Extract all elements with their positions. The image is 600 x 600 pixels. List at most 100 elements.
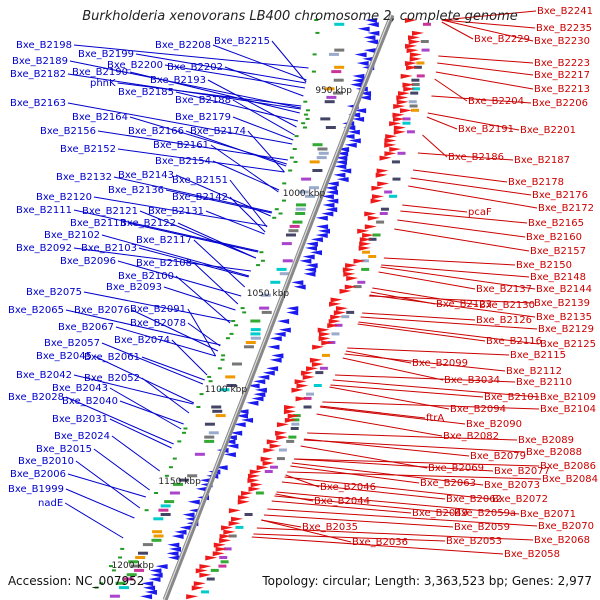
forward-gene-arrow[interactable] <box>405 44 417 49</box>
right-gene-label[interactable]: Bxe_B2229 <box>474 34 530 45</box>
reverse-gene-arrow[interactable] <box>304 272 316 277</box>
right-gene-label[interactable]: Bxe_B2073 <box>484 480 540 491</box>
right-gene-label[interactable]: Bxe_B2144 <box>536 284 592 295</box>
left-gene-label[interactable]: Bxe_B2166 <box>128 126 184 137</box>
forward-gene-arrow[interactable] <box>364 212 376 217</box>
forward-gene-arrow[interactable] <box>238 500 250 505</box>
right-gene-label[interactable]: Bxe_B2176 <box>532 190 588 201</box>
right-gene-label[interactable]: Bxe_B2157 <box>530 246 586 257</box>
reverse-gene-arrow[interactable] <box>274 332 286 337</box>
forward-gene-arrow[interactable] <box>405 61 417 66</box>
forward-gene-arrow[interactable] <box>229 521 241 526</box>
right-gene-label[interactable]: Bxe_B2160 <box>526 232 582 243</box>
reverse-gene-arrow[interactable] <box>326 190 338 195</box>
reverse-gene-arrow[interactable] <box>188 500 200 505</box>
forward-gene-arrow[interactable] <box>213 551 225 556</box>
left-gene-label[interactable]: Bxe_B2040 <box>62 396 118 407</box>
reverse-gene-arrow[interactable] <box>167 551 179 556</box>
forward-gene-arrow[interactable] <box>396 95 408 100</box>
left-gene-label[interactable]: Bxe_B2006 <box>10 469 66 480</box>
right-gene-label[interactable]: Bxe_B2084 <box>542 474 598 485</box>
reverse-gene-arrow[interactable] <box>140 594 152 599</box>
left-gene-label[interactable]: Bxe_B2024 <box>54 431 110 442</box>
forward-gene-arrow[interactable] <box>296 384 308 389</box>
right-gene-label[interactable]: Bxe_B2115 <box>510 350 566 361</box>
forward-gene-arrow[interactable] <box>263 461 275 466</box>
forward-gene-arrow[interactable] <box>392 113 404 118</box>
forward-gene-arrow[interactable] <box>384 151 396 156</box>
right-gene-label[interactable]: Bxe_B2046 <box>320 482 376 493</box>
forward-gene-arrow[interactable] <box>385 134 397 139</box>
forward-gene-arrow[interactable] <box>359 242 371 247</box>
reverse-gene-arrow[interactable] <box>316 216 328 221</box>
forward-gene-arrow[interactable] <box>389 121 401 126</box>
left-gene-label[interactable]: Bxe_B2193 <box>150 75 206 86</box>
left-gene-label[interactable]: Bxe_B2143 <box>118 170 174 181</box>
reverse-gene-arrow[interactable] <box>241 418 253 423</box>
forward-gene-arrow[interactable] <box>400 108 412 113</box>
left-gene-label[interactable]: Bxe_B2057 <box>44 338 100 349</box>
left-gene-label[interactable]: Bxe_B2163 <box>10 98 66 109</box>
left-gene-label[interactable]: phnK <box>90 78 116 89</box>
left-gene-label[interactable]: Bxe_B2122 <box>120 218 176 229</box>
left-gene-label[interactable]: Bxe_B2091 <box>130 304 186 315</box>
forward-gene-arrow[interactable] <box>257 465 269 470</box>
left-gene-label[interactable]: Bxe_B2096 <box>60 256 116 267</box>
left-gene-label[interactable]: Bxe_B2061 <box>84 352 140 363</box>
reverse-gene-arrow[interactable] <box>255 388 267 393</box>
reverse-gene-arrow[interactable] <box>251 396 263 401</box>
left-gene-label[interactable]: Bxe_B2010 <box>18 456 74 467</box>
forward-gene-arrow[interactable] <box>312 362 324 367</box>
forward-gene-arrow[interactable] <box>276 435 288 440</box>
forward-gene-arrow[interactable] <box>221 525 233 530</box>
reverse-gene-arrow[interactable] <box>337 177 349 182</box>
forward-gene-arrow[interactable] <box>291 388 303 393</box>
reverse-gene-arrow[interactable] <box>334 164 346 169</box>
forward-gene-arrow[interactable] <box>412 31 424 36</box>
left-gene-label[interactable]: Bxe_B2067 <box>58 322 114 333</box>
reverse-gene-arrow[interactable] <box>321 212 333 217</box>
forward-gene-arrow[interactable] <box>223 530 235 535</box>
forward-gene-arrow[interactable] <box>194 581 206 586</box>
forward-gene-arrow[interactable] <box>284 405 296 410</box>
forward-gene-arrow[interactable] <box>377 169 389 174</box>
left-gene-label[interactable]: Bxe_B2065 <box>8 305 64 316</box>
right-gene-label[interactable]: Bxe_B2063 <box>420 478 476 489</box>
forward-gene-arrow[interactable] <box>340 289 352 294</box>
reverse-gene-arrow[interactable] <box>279 328 291 333</box>
forward-gene-arrow[interactable] <box>214 543 226 548</box>
forward-gene-arrow[interactable] <box>241 491 253 496</box>
reverse-gene-arrow[interactable] <box>183 513 195 518</box>
forward-gene-arrow[interactable] <box>345 263 357 268</box>
right-gene-label[interactable]: Bxe_B2069 <box>428 463 484 474</box>
forward-gene-arrow[interactable] <box>312 345 324 350</box>
right-gene-label[interactable]: Bxe_B2139 <box>534 298 590 309</box>
reverse-gene-arrow[interactable] <box>345 143 357 148</box>
reverse-gene-arrow[interactable] <box>253 379 265 384</box>
reverse-gene-arrow[interactable] <box>263 371 275 376</box>
forward-gene-arrow[interactable] <box>199 564 211 569</box>
forward-gene-arrow[interactable] <box>371 199 383 204</box>
forward-gene-arrow[interactable] <box>408 35 420 40</box>
right-gene-label[interactable]: Bxe_B2099 <box>412 358 468 369</box>
forward-gene-arrow[interactable] <box>377 181 389 186</box>
reverse-gene-arrow[interactable] <box>352 78 364 83</box>
right-gene-label[interactable]: Bxe_B2150 <box>516 260 572 271</box>
right-gene-label[interactable]: Bxe_B2104 <box>540 404 596 415</box>
forward-gene-arrow[interactable] <box>248 487 260 492</box>
left-gene-label[interactable]: Bxe_B2142 <box>172 192 228 203</box>
left-gene-label[interactable]: Bxe_B2100 <box>118 271 174 282</box>
right-gene-label[interactable]: Bxe_B2204 <box>468 96 524 107</box>
forward-gene-arrow[interactable] <box>409 40 421 45</box>
right-gene-label[interactable]: Bxe_B2112 <box>506 366 562 377</box>
right-gene-label[interactable]: Bxe_B2186 <box>448 152 504 163</box>
forward-gene-arrow[interactable] <box>394 126 406 131</box>
forward-gene-arrow[interactable] <box>410 57 422 62</box>
reverse-gene-arrow[interactable] <box>267 345 279 350</box>
reverse-gene-arrow[interactable] <box>175 530 187 535</box>
reverse-gene-arrow[interactable] <box>291 280 303 285</box>
right-gene-label[interactable]: Bxe_B2044 <box>314 496 370 507</box>
reverse-gene-arrow[interactable] <box>224 452 236 457</box>
right-gene-label[interactable]: Bxe_B2116 <box>486 336 542 347</box>
reverse-gene-arrow[interactable] <box>169 547 181 552</box>
